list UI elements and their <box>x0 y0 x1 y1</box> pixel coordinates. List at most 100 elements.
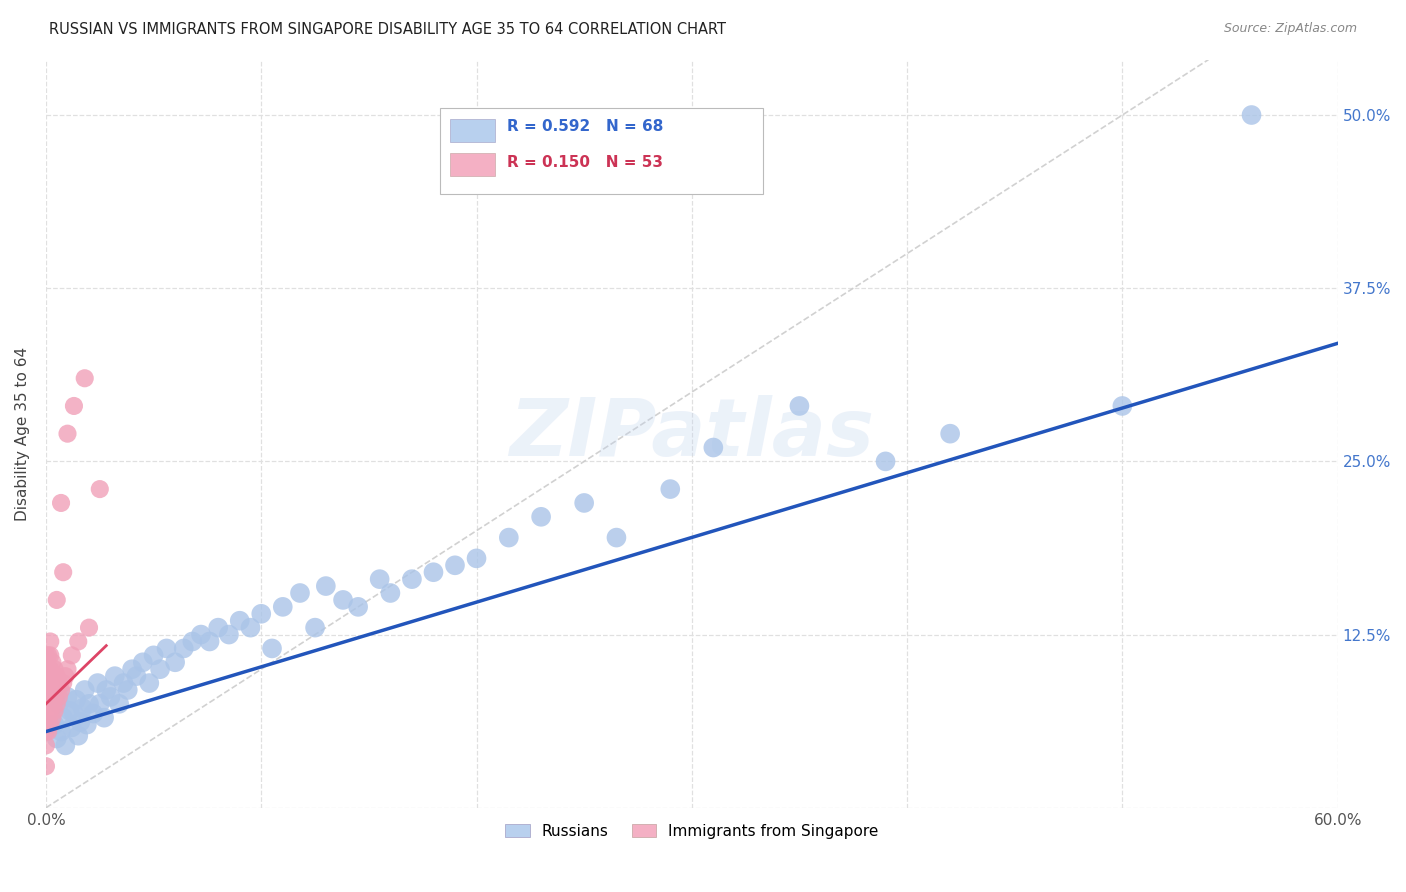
Point <box>260 641 283 656</box>
Point <box>37 683 59 698</box>
Point <box>138 676 160 690</box>
Point <box>1111 399 1133 413</box>
Point <box>60 720 83 734</box>
Point <box>49 496 72 510</box>
Point <box>605 531 627 545</box>
Point <box>52 676 75 690</box>
Point <box>37 669 59 683</box>
Point <box>73 371 96 385</box>
Point <box>56 690 79 704</box>
Point <box>49 683 72 698</box>
Point <box>117 683 139 698</box>
Point <box>271 599 294 614</box>
Point <box>39 648 62 663</box>
Point <box>132 655 155 669</box>
Point <box>35 724 58 739</box>
Point <box>45 593 67 607</box>
Point <box>35 690 58 704</box>
Point <box>39 704 62 718</box>
Point <box>37 724 59 739</box>
Text: ZIPatlas: ZIPatlas <box>509 394 875 473</box>
Point <box>39 676 62 690</box>
Text: RUSSIAN VS IMMIGRANTS FROM SINGAPORE DISABILITY AGE 35 TO 64 CORRELATION CHART: RUSSIAN VS IMMIGRANTS FROM SINGAPORE DIS… <box>49 22 727 37</box>
Point <box>173 641 195 656</box>
Point <box>44 704 66 718</box>
Point <box>1240 108 1263 122</box>
Point <box>44 662 66 676</box>
Point <box>63 706 86 721</box>
Point <box>56 662 79 676</box>
Text: R = 0.150   N = 53: R = 0.150 N = 53 <box>508 154 664 169</box>
Point <box>48 690 70 704</box>
Point <box>572 496 595 510</box>
Point <box>35 759 58 773</box>
Point <box>86 676 108 690</box>
Point <box>100 690 122 704</box>
Point <box>228 614 250 628</box>
Point <box>89 482 111 496</box>
Point <box>67 634 90 648</box>
Y-axis label: Disability Age 35 to 64: Disability Age 35 to 64 <box>15 347 30 521</box>
Point <box>89 697 111 711</box>
Point <box>498 531 520 545</box>
Point <box>465 551 488 566</box>
Point <box>121 662 143 676</box>
Point <box>37 662 59 676</box>
Point <box>41 683 63 698</box>
Point <box>35 676 58 690</box>
Point <box>304 621 326 635</box>
Point <box>380 586 402 600</box>
Point <box>112 676 135 690</box>
Point <box>49 724 72 739</box>
Point <box>44 676 66 690</box>
Point <box>60 648 83 663</box>
Text: R = 0.592   N = 68: R = 0.592 N = 68 <box>508 120 664 135</box>
Point <box>218 627 240 641</box>
Point <box>149 662 172 676</box>
Point <box>37 711 59 725</box>
Text: Source: ZipAtlas.com: Source: ZipAtlas.com <box>1223 22 1357 36</box>
Point <box>315 579 337 593</box>
Point <box>41 711 63 725</box>
Point <box>56 426 79 441</box>
Point <box>207 621 229 635</box>
Point <box>69 714 91 729</box>
Point <box>104 669 127 683</box>
Point <box>73 683 96 698</box>
Point <box>39 662 62 676</box>
Point <box>37 697 59 711</box>
Point <box>52 566 75 580</box>
Point <box>35 704 58 718</box>
Point <box>67 729 90 743</box>
Point <box>190 627 212 641</box>
Point <box>48 697 70 711</box>
Point <box>239 621 262 635</box>
Point <box>44 717 66 731</box>
Point <box>368 572 391 586</box>
Point <box>77 621 100 635</box>
Point <box>77 697 100 711</box>
Point <box>530 509 553 524</box>
Point <box>288 586 311 600</box>
FancyBboxPatch shape <box>450 153 495 176</box>
Point <box>53 669 76 683</box>
Point <box>250 607 273 621</box>
Point <box>702 441 724 455</box>
Point <box>422 566 444 580</box>
Point <box>93 711 115 725</box>
Point <box>45 697 67 711</box>
Point <box>35 711 58 725</box>
Point <box>41 697 63 711</box>
Point <box>41 655 63 669</box>
Point <box>165 655 187 669</box>
Point <box>45 669 67 683</box>
Point <box>65 692 87 706</box>
Point <box>444 558 467 573</box>
Point <box>181 634 204 648</box>
Point <box>401 572 423 586</box>
Legend: Russians, Immigrants from Singapore: Russians, Immigrants from Singapore <box>499 818 884 845</box>
Point <box>35 648 58 663</box>
Point <box>53 739 76 753</box>
FancyBboxPatch shape <box>440 108 763 194</box>
Point <box>59 704 82 718</box>
